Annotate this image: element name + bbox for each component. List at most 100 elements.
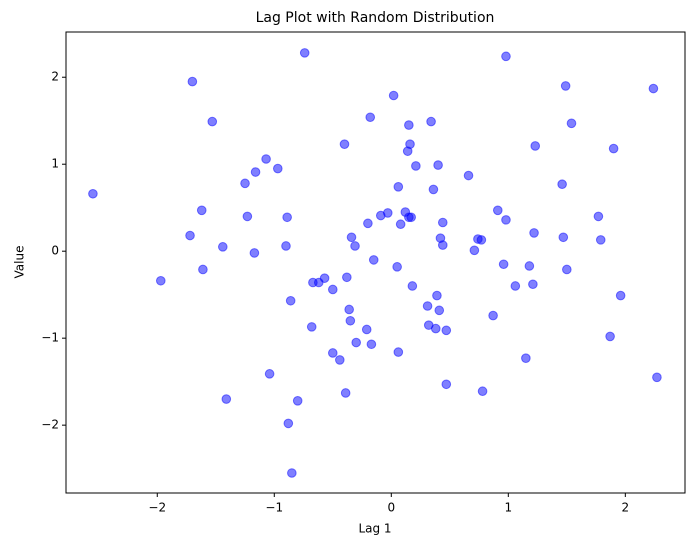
point <box>339 139 350 150</box>
point <box>292 396 303 406</box>
point <box>299 48 310 58</box>
plot-frame <box>65 31 686 494</box>
point <box>498 259 509 270</box>
point <box>282 212 292 223</box>
point <box>342 272 352 283</box>
x-tick-label: 1 <box>504 501 512 515</box>
point <box>426 116 436 127</box>
point <box>155 275 166 286</box>
point <box>562 264 572 275</box>
point <box>434 305 445 316</box>
y-tick-label: −2 <box>41 418 59 432</box>
point <box>393 182 404 192</box>
point <box>351 337 361 348</box>
point <box>340 388 351 398</box>
point <box>615 290 626 301</box>
point <box>430 323 441 334</box>
x-tick-label: 2 <box>622 501 630 515</box>
point <box>560 81 571 91</box>
x-tick-label: −2 <box>148 501 166 515</box>
point <box>272 163 283 174</box>
point <box>566 118 577 129</box>
point <box>261 154 271 164</box>
point <box>492 205 503 216</box>
point <box>306 322 317 332</box>
point <box>368 255 379 265</box>
point <box>350 241 360 251</box>
point <box>198 264 208 275</box>
point <box>249 248 260 258</box>
point <box>361 324 372 335</box>
point <box>250 167 261 177</box>
point <box>463 170 474 181</box>
point <box>185 230 195 241</box>
point <box>595 235 606 245</box>
point <box>285 295 296 306</box>
y-tick-label: 2 <box>51 70 59 84</box>
point <box>528 279 538 290</box>
y-tick-label: 0 <box>51 244 59 258</box>
point <box>287 468 297 478</box>
point <box>557 179 567 190</box>
point <box>393 347 404 357</box>
point <box>441 325 452 336</box>
point <box>365 112 376 123</box>
point <box>319 273 330 283</box>
chart-title: Lag Plot with Random Distribution <box>256 10 495 26</box>
x-axis-label: Lag 1 <box>358 522 391 536</box>
point <box>335 355 345 365</box>
point <box>530 141 541 151</box>
point <box>281 241 291 251</box>
point <box>345 315 356 326</box>
point <box>652 372 662 383</box>
point <box>593 211 604 222</box>
point <box>392 262 402 272</box>
point <box>608 143 619 154</box>
point <box>196 205 207 216</box>
point <box>242 211 253 222</box>
point <box>395 219 406 230</box>
point <box>648 83 659 94</box>
point <box>327 284 338 295</box>
point <box>346 232 357 243</box>
point <box>366 339 377 350</box>
point <box>501 215 511 225</box>
point <box>428 184 439 195</box>
point <box>240 178 250 189</box>
point <box>441 379 452 390</box>
point <box>605 331 615 342</box>
point <box>363 218 373 229</box>
point <box>382 208 393 218</box>
point <box>437 240 448 250</box>
point <box>476 235 487 245</box>
point <box>217 242 228 252</box>
point <box>433 160 443 170</box>
y-axis-label: Value <box>13 246 27 279</box>
x-tick-label: 0 <box>387 501 395 515</box>
point <box>411 161 421 171</box>
point <box>187 76 198 87</box>
point <box>437 217 448 228</box>
point <box>88 188 98 199</box>
point <box>221 394 232 404</box>
point <box>469 245 480 256</box>
point <box>510 281 521 291</box>
point <box>524 261 535 271</box>
point <box>207 116 218 127</box>
x-tick-label: −1 <box>265 501 283 515</box>
point <box>432 290 442 301</box>
point <box>521 353 531 363</box>
point <box>283 418 294 429</box>
point <box>404 120 414 130</box>
y-tick-label: 1 <box>51 157 59 171</box>
point <box>264 369 275 379</box>
point <box>488 310 498 321</box>
point <box>558 232 569 243</box>
point <box>422 301 433 311</box>
point <box>501 51 511 62</box>
point <box>529 228 539 238</box>
point <box>327 348 338 358</box>
point <box>406 212 416 223</box>
point <box>477 386 488 397</box>
